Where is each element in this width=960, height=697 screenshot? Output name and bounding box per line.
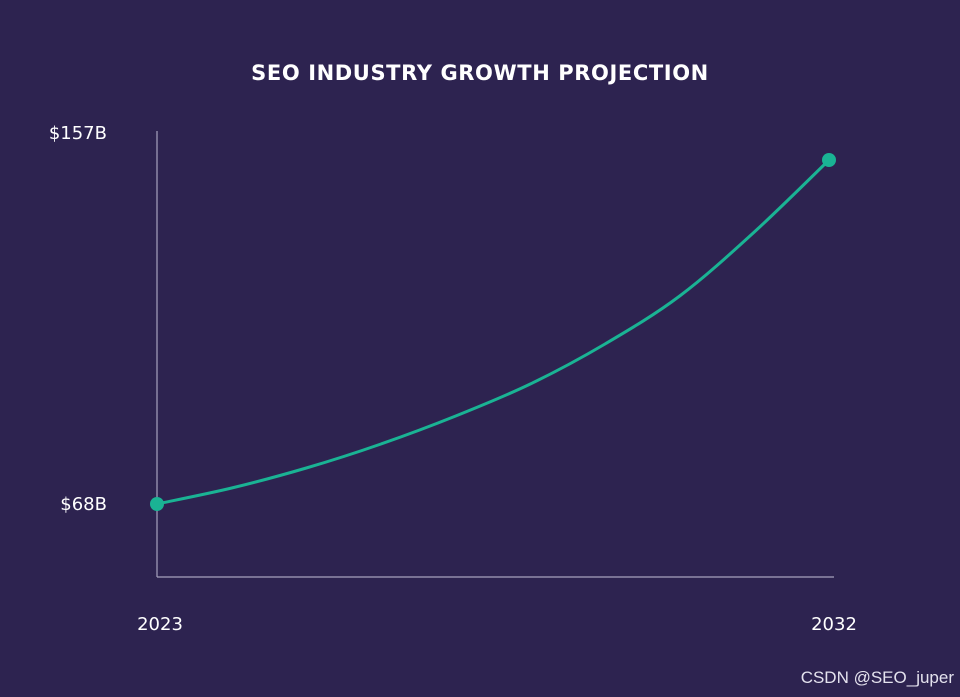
watermark: CSDN @SEO_juper xyxy=(800,668,954,687)
x-tick-label: 2032 xyxy=(811,614,857,635)
y-tick-label: $157B xyxy=(49,123,107,144)
series-line xyxy=(155,158,831,506)
series-group xyxy=(150,153,836,511)
data-point-start xyxy=(150,497,164,511)
x-axis-ticks: 2023 2032 xyxy=(137,614,857,635)
data-point-end xyxy=(822,153,836,167)
chart-title: SEO INDUSTRY GROWTH PROJECTION xyxy=(251,61,709,85)
axes xyxy=(156,131,834,578)
y-axis-ticks: $68B $157B xyxy=(49,123,107,515)
y-tick-label: $68B xyxy=(60,494,107,515)
x-tick-label: 2023 xyxy=(137,614,183,635)
